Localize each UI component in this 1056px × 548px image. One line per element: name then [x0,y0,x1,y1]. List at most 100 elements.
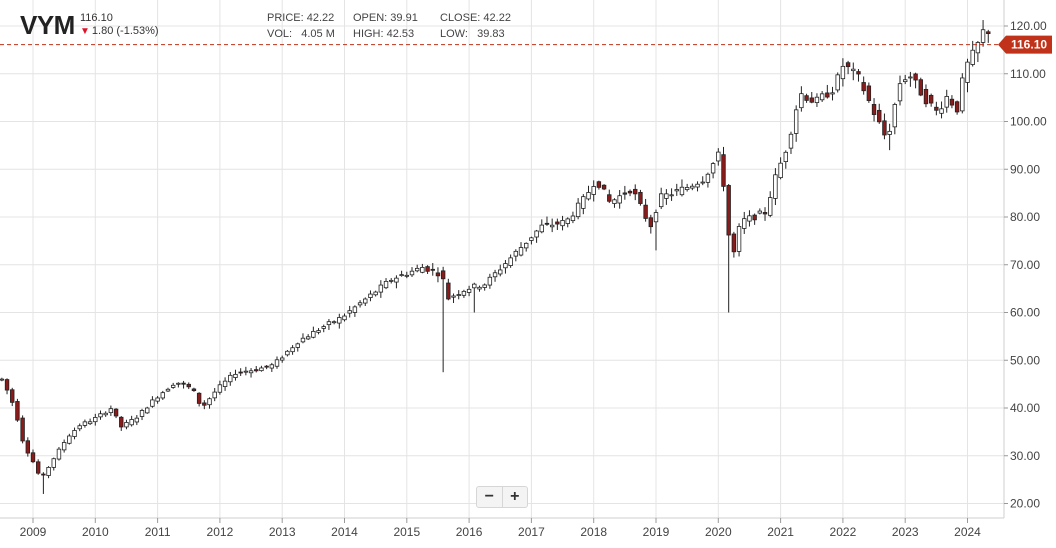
candle-up [321,326,326,329]
candle-up [56,448,62,460]
candle-up [617,195,622,204]
candle-up [103,412,108,416]
candle-up [61,442,67,451]
y-tick-label: 100.00 [1010,115,1047,129]
candle-down [25,440,31,454]
x-tick-label: 2012 [207,525,234,539]
candle-up [835,74,840,91]
close-label: CLOSE: [440,12,481,24]
candle-down [10,389,15,403]
candle-down [238,371,243,374]
candle-up [212,391,217,399]
y-tick-label: 60.00 [1010,306,1040,320]
candle-up [658,193,664,208]
candle-up [347,310,352,314]
candle-up [690,185,695,189]
candle-up [710,163,716,174]
candle-up [524,242,529,249]
x-tick-label: 2013 [269,525,296,539]
candle-up [67,435,72,444]
candle-up [674,189,679,192]
candle-down [627,190,633,194]
x-tick-label: 2011 [145,525,171,539]
candle-down [15,401,20,421]
x-tick-label: 2018 [580,525,607,539]
candle-up [612,199,617,204]
candle-up [363,298,368,304]
candle-up [394,277,399,283]
candle-up [560,220,565,227]
candle-up [887,130,892,135]
candle-up [451,295,456,298]
price-change: ▼ 1.80 (-1.53%) [80,25,159,37]
open-value: 39.91 [390,12,418,24]
last-price-tag-shape [998,35,1052,54]
candle-down [30,452,36,463]
candle-up [684,187,690,190]
candle-up [357,302,363,306]
price-change-value: 1.80 (-1.53%) [91,25,159,37]
price-label: PRICE: [267,12,304,24]
candle-up [342,315,347,321]
x-tick-label: 2016 [456,525,483,539]
candle-up [939,108,944,114]
candle-up [466,288,472,293]
candle-down [643,204,648,219]
candle-up [840,65,846,80]
candle-down [845,62,851,68]
high-label: HIGH: [353,28,384,40]
candle-up [248,370,254,374]
candle-up [757,210,763,214]
candle-up [228,374,233,383]
candle-up [108,408,114,414]
candle-down [607,194,612,202]
zoom-out-button[interactable]: − [477,487,503,507]
candle-down [809,97,814,103]
price-info: PRICE: 42.22 [267,12,334,24]
candle-up [960,77,965,112]
candle-up [814,96,820,104]
candle-up [700,181,705,184]
candle-down [113,408,119,417]
candle-up [145,407,150,414]
zoom-in-button[interactable]: + [510,488,520,505]
candle-up [155,397,160,402]
candle-up [851,68,856,72]
candle-up [134,417,140,423]
y-tick-label: 90.00 [1010,162,1040,176]
zoom-controls: − + [476,486,528,508]
candle-up [259,367,264,372]
candle-up [352,306,358,313]
candle-up [498,269,503,275]
y-tick-label: 40.00 [1010,401,1040,415]
candle-down [119,416,124,428]
candle-down [544,222,550,225]
candle-up [139,410,145,417]
candle-down [804,95,809,101]
candle-down [20,417,25,442]
candle-up [378,284,384,293]
candle-up [778,162,783,179]
candle-up [897,83,903,102]
candle-up [783,151,788,162]
candle-down [264,365,269,368]
candle-up [768,197,773,216]
x-tick-label: 2017 [518,525,545,539]
candle-down [866,85,872,101]
candle-up [591,186,596,195]
candle-down [928,94,934,104]
candle-down [871,104,877,115]
candle-up [77,425,82,430]
candle-up [529,237,534,241]
candle-down [934,106,939,111]
close-value: 42.22 [483,12,511,24]
candle-up [975,42,981,54]
candle-up [549,224,555,228]
candle-up [414,267,420,272]
candle-down [181,382,186,385]
chart-grid [0,0,1004,518]
candle-up [170,384,176,388]
last-price-tag: 116.10 [998,35,1052,54]
candle-up [279,357,285,361]
